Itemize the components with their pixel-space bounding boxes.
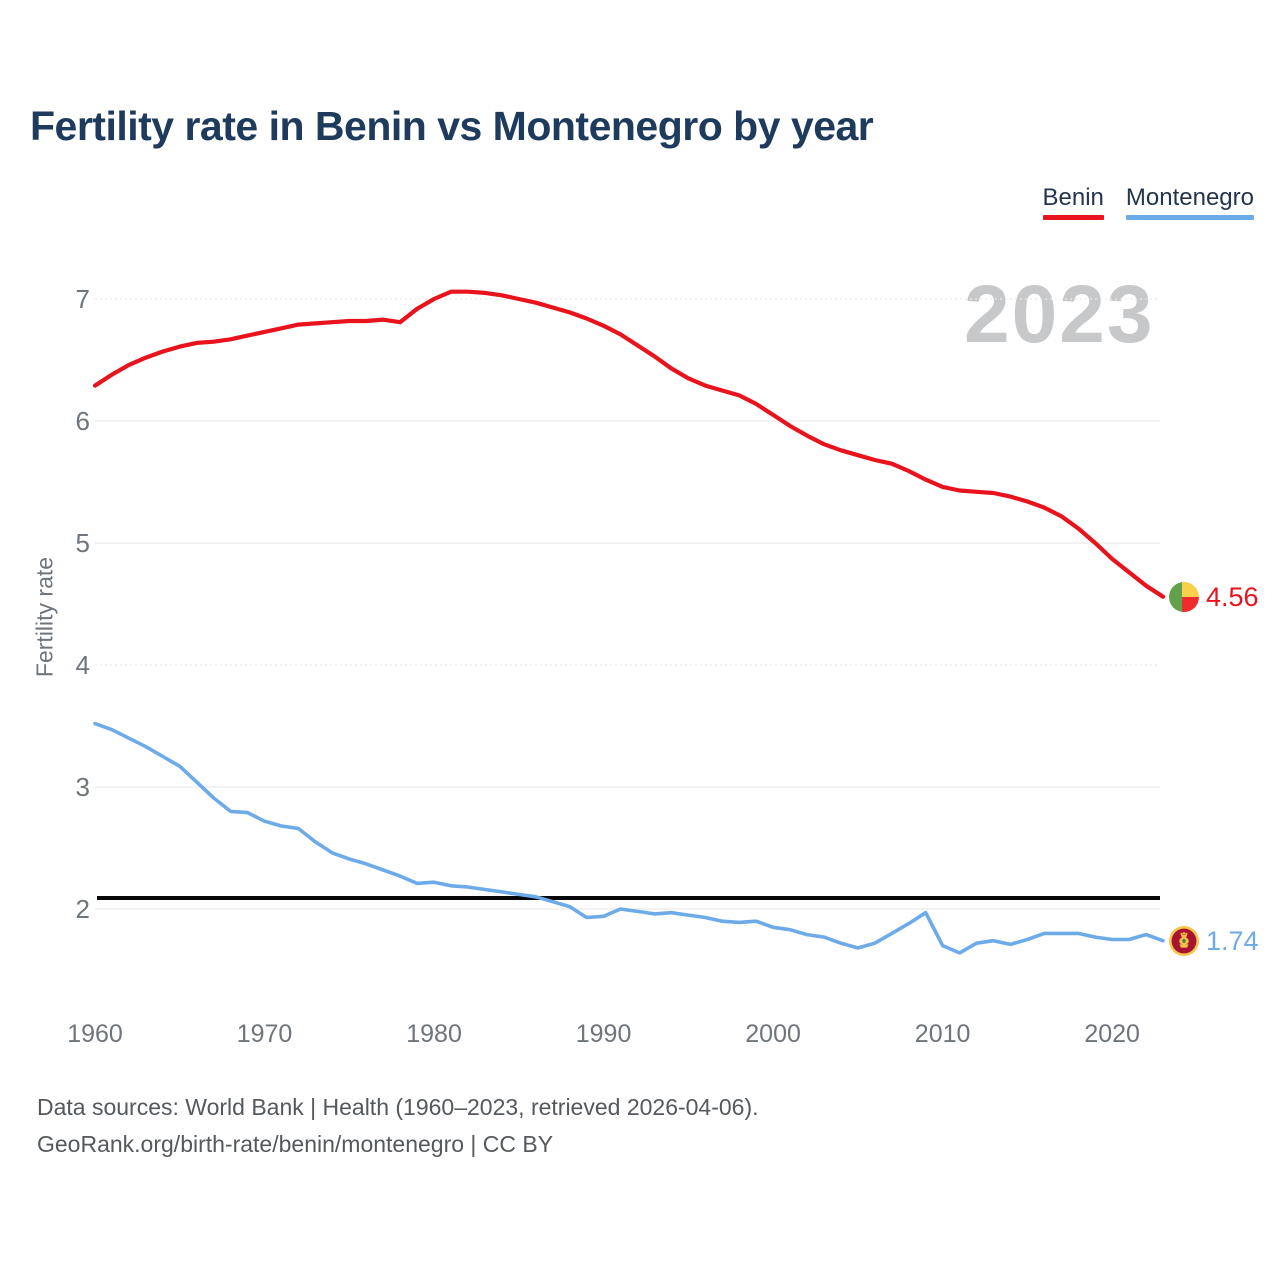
legend-underline-montenegro [1125,215,1254,220]
x-tick-label: 2020 [1084,1020,1140,1048]
x-tick-label: 2010 [915,1020,971,1048]
x-tick-label: 2000 [745,1020,801,1048]
y-tick-label: 3 [76,772,90,802]
montenegro-line [93,721,1165,955]
footer-sources: Data sources: World Bank | Health (1960–… [37,1094,759,1120]
legend-label-benin: Benin [1042,184,1104,211]
benin-end-value: 4.56 [1206,581,1259,612]
y-tick-label: 5 [76,528,90,558]
legend-item-montenegro[interactable]: Montenegro [1125,184,1254,220]
footer-attribution: GeoRank.org/birth-rate/benin/montenegro … [37,1131,554,1157]
legend-item-benin[interactable]: Benin [1042,184,1104,220]
page-title: Fertility rate in Benin vs Montenegro by… [30,103,874,149]
x-tick-label: 1960 [67,1020,123,1048]
legend-label-montenegro: Montenegro [1125,184,1254,211]
y-tick-label: 7 [76,284,90,314]
y-tick-label: 4 [76,650,90,680]
montenegro-end-value: 1.74 [1206,925,1259,956]
x-tick-label: 1980 [406,1020,462,1048]
benin-flag-icon [1169,581,1199,612]
legend-underline-benin [1042,215,1104,220]
y-tick-label: 6 [76,406,90,436]
benin-line [92,289,1166,599]
y-tick-label: 2 [76,894,90,924]
year-watermark: 2023 [964,269,1155,360]
x-tick-label: 1970 [237,1020,293,1048]
montenegro-flag-icon [1169,925,1199,956]
legend: Benin Montenegro [1042,184,1254,220]
footer: Data sources: World Bank | Health (1960–… [37,1089,759,1163]
x-tick-label: 1990 [576,1020,632,1048]
